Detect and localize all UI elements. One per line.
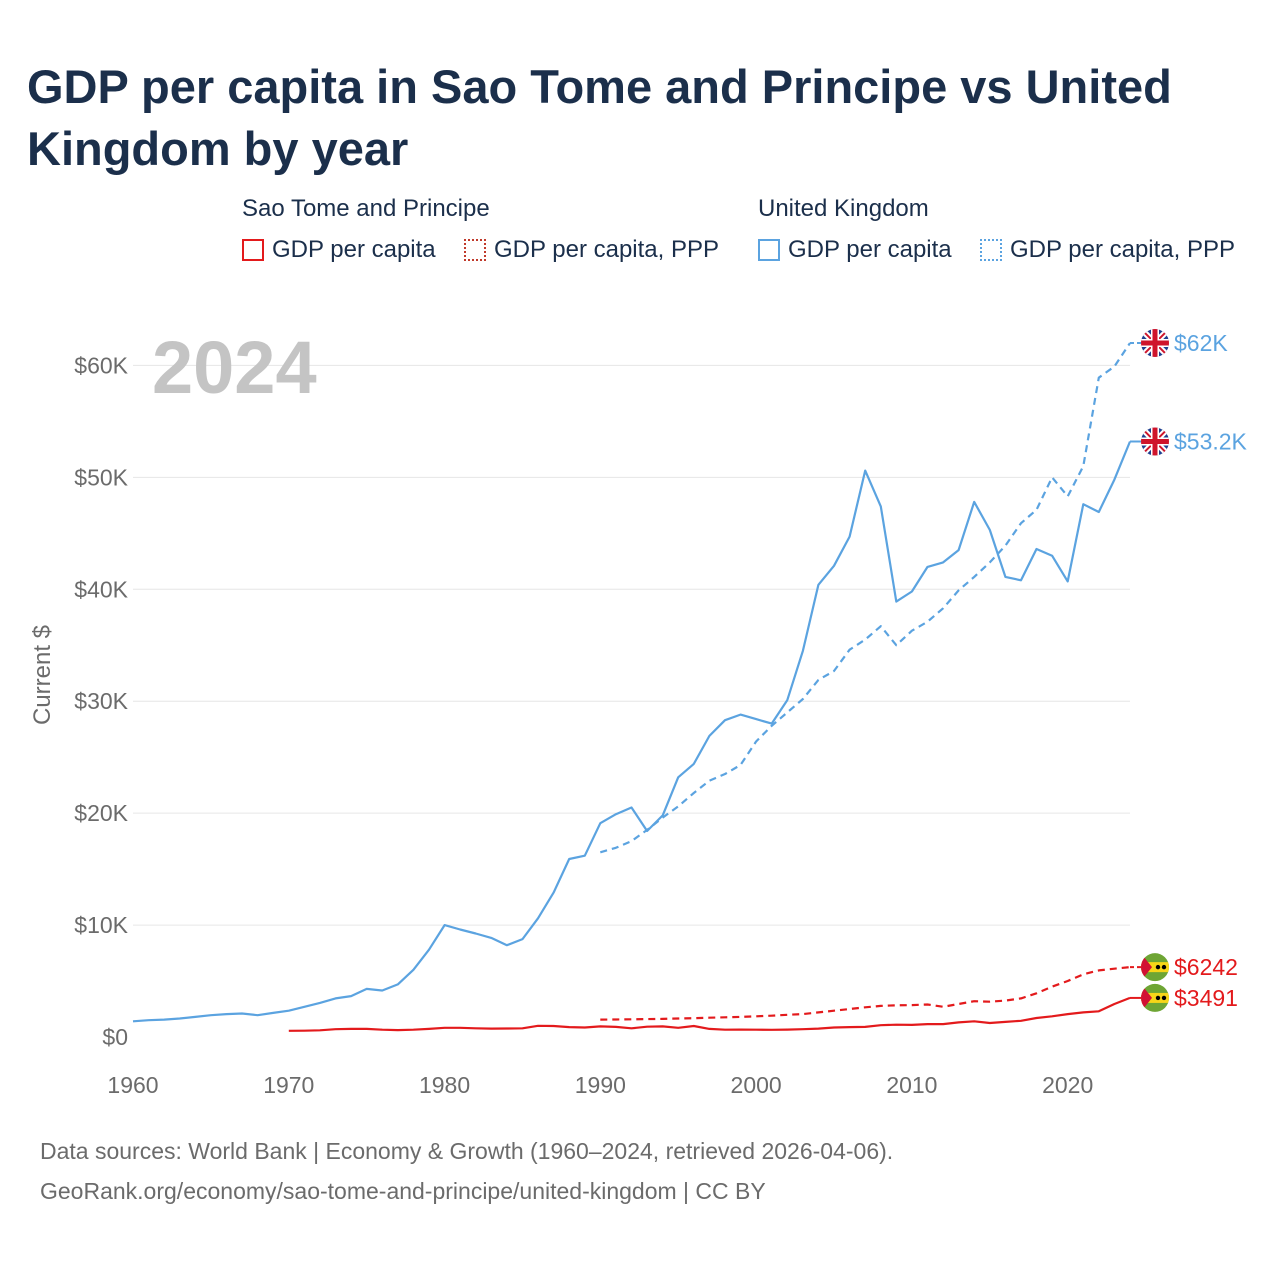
x-tick-label: 2000 — [731, 1072, 782, 1098]
series-line — [132, 441, 1132, 1023]
legend-swatch-solid — [758, 239, 780, 261]
end-label: $6242 — [1130, 953, 1238, 982]
end-label: $53.2K — [1130, 427, 1248, 456]
series-line — [288, 996, 1131, 1032]
y-axis-title: Current $ — [29, 625, 56, 725]
legend-label: GDP per capita — [788, 236, 952, 263]
legend-label: GDP per capita — [272, 236, 436, 263]
legend-label: GDP per capita, PPP — [494, 236, 719, 263]
uk-flag-icon — [1141, 329, 1169, 357]
sao-tome-flag-icon — [1141, 953, 1169, 982]
y-tick-label: $30K — [74, 688, 128, 714]
legend-group-uk: United Kingdom — [758, 195, 929, 222]
year-watermark: 2024 — [152, 326, 317, 409]
y-tick-label: $0 — [102, 1024, 128, 1050]
legend-item-stp-gdp[interactable]: GDP per capita — [242, 236, 436, 264]
x-tick-label: 2010 — [886, 1072, 937, 1098]
x-tick-label: 1980 — [419, 1072, 470, 1098]
uk-flag-icon — [1141, 427, 1169, 456]
legend-swatch-dotted — [980, 239, 1002, 261]
y-tick-label: $40K — [74, 576, 128, 602]
legend-group-sao-tome: Sao Tome and Principe — [242, 195, 490, 222]
end-value-label: $53.2K — [1174, 429, 1248, 455]
x-tick-label: 1960 — [107, 1072, 158, 1098]
end-value-label: $6242 — [1174, 954, 1238, 980]
y-tick-label: $50K — [74, 464, 128, 490]
x-tick-label: 1990 — [575, 1072, 626, 1098]
chart-title: GDP per capita in Sao Tome and Principe … — [27, 60, 1172, 175]
footer-link[interactable]: GeoRank.org/economy/sao-tome-and-princip… — [40, 1178, 766, 1204]
legend-item-stp-gdp-ppp[interactable]: GDP per capita, PPP — [464, 236, 719, 264]
end-value-label: $3491 — [1174, 985, 1238, 1011]
y-tick-label: $10K — [74, 912, 128, 938]
end-value-label: $62K — [1174, 330, 1228, 356]
x-tick-label: 1970 — [263, 1072, 314, 1098]
legend-item-uk-gdp-ppp[interactable]: GDP per capita, PPP — [980, 236, 1235, 264]
x-tick-label: 2020 — [1042, 1072, 1093, 1098]
sao-tome-flag-icon — [1141, 983, 1169, 1012]
y-tick-label: $20K — [74, 800, 128, 826]
end-label: $3491 — [1130, 983, 1238, 1012]
legend-swatch-dotted — [464, 239, 486, 261]
legend-item-uk-gdp[interactable]: GDP per capita — [758, 236, 952, 264]
legend-swatch-solid — [242, 239, 264, 261]
footer-sources: Data sources: World Bank | Economy & Gro… — [40, 1138, 894, 1164]
series-line — [600, 966, 1131, 1021]
end-label: $62K — [1130, 329, 1228, 357]
legend-label: GDP per capita, PPP — [1010, 236, 1235, 263]
y-tick-label: $60K — [74, 352, 128, 378]
